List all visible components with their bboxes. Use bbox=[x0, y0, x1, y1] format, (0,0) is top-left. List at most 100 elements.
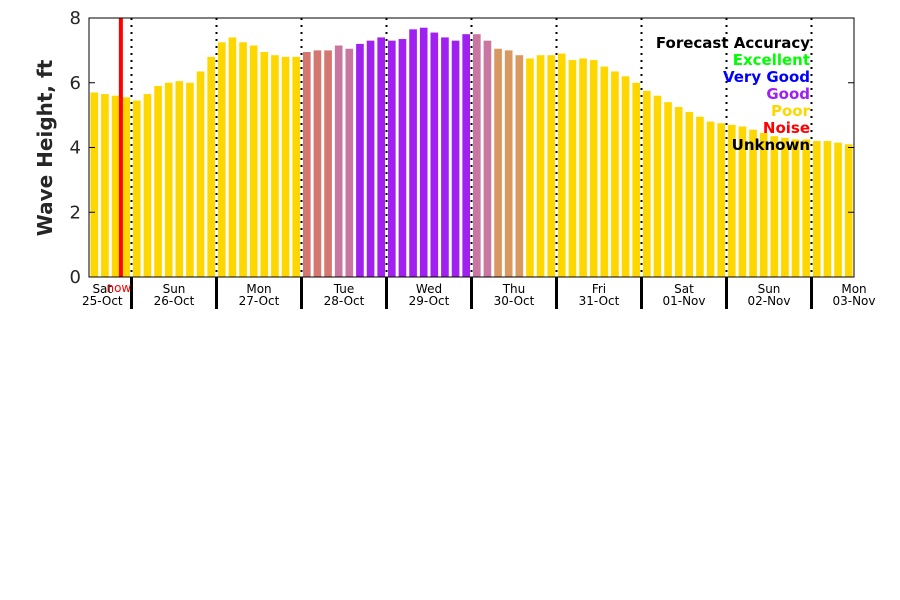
bar bbox=[260, 51, 269, 277]
bar bbox=[483, 40, 492, 277]
bar bbox=[632, 82, 641, 277]
bar bbox=[749, 129, 757, 277]
bar bbox=[302, 51, 311, 277]
day-label-date: 29-Oct bbox=[409, 294, 450, 308]
day-label-date: 26-Oct bbox=[154, 294, 195, 308]
y-tick-label: 4 bbox=[70, 138, 81, 159]
bar bbox=[186, 82, 194, 277]
bar bbox=[600, 66, 609, 277]
bar bbox=[356, 43, 364, 278]
bar bbox=[132, 100, 141, 277]
legend-entry: Very Good bbox=[723, 68, 810, 86]
bar-series bbox=[90, 27, 853, 278]
day-label-date: 30-Oct bbox=[494, 294, 535, 308]
bar bbox=[791, 139, 800, 277]
bar bbox=[515, 55, 524, 278]
bar bbox=[419, 27, 428, 278]
bar bbox=[313, 50, 322, 278]
bar bbox=[611, 71, 619, 277]
bar bbox=[462, 34, 471, 277]
bar bbox=[642, 90, 651, 277]
bar bbox=[175, 81, 184, 277]
bar bbox=[398, 39, 407, 277]
bar bbox=[207, 56, 216, 277]
day-label-dow: Mon bbox=[246, 282, 271, 296]
bar bbox=[249, 45, 258, 277]
bar bbox=[738, 126, 747, 278]
bar bbox=[717, 123, 726, 277]
day-label-date: 01-Nov bbox=[662, 294, 705, 308]
bar bbox=[706, 121, 715, 277]
day-label-date: 25-Oct bbox=[82, 294, 123, 308]
legend-entry: Noise bbox=[763, 119, 810, 137]
legend-entry: Good bbox=[766, 85, 810, 103]
bar bbox=[526, 58, 534, 277]
bar bbox=[239, 42, 247, 277]
day-label-dow: Thu bbox=[502, 282, 526, 296]
day-label-date: 28-Oct bbox=[324, 294, 365, 308]
y-tick-label: 0 bbox=[70, 267, 81, 288]
bar bbox=[770, 136, 779, 277]
bar bbox=[664, 102, 672, 277]
bar bbox=[494, 48, 502, 278]
bar bbox=[536, 55, 545, 278]
bar bbox=[579, 58, 587, 277]
day-label-dow: Sun bbox=[758, 282, 781, 296]
bar bbox=[101, 94, 109, 277]
bar bbox=[143, 94, 152, 277]
bar bbox=[674, 107, 683, 277]
bar bbox=[366, 40, 375, 277]
bar bbox=[823, 141, 832, 277]
day-label-dow: Mon bbox=[841, 282, 866, 296]
bar bbox=[217, 42, 226, 277]
bar bbox=[621, 76, 630, 277]
bar bbox=[685, 111, 694, 277]
bar bbox=[409, 29, 417, 277]
bar bbox=[345, 48, 354, 278]
bar bbox=[377, 37, 386, 277]
day-label-dow: Sat bbox=[92, 282, 112, 296]
day-separators bbox=[118, 18, 813, 277]
bar bbox=[653, 95, 662, 277]
bar bbox=[759, 132, 768, 277]
bar bbox=[834, 142, 842, 277]
day-label-date: 31-Oct bbox=[579, 294, 620, 308]
bar bbox=[802, 139, 811, 277]
bar bbox=[472, 34, 481, 277]
bar bbox=[324, 50, 332, 278]
day-label-dow: Wed bbox=[416, 282, 442, 296]
bar bbox=[589, 60, 598, 278]
bar bbox=[696, 116, 704, 278]
day-label-date: 02-Nov bbox=[747, 294, 790, 308]
bar bbox=[504, 50, 513, 278]
bar bbox=[557, 53, 566, 277]
day-label-date: 03-Nov bbox=[832, 294, 875, 308]
bar bbox=[812, 141, 821, 277]
day-label-dow: Fri bbox=[592, 282, 606, 296]
bar bbox=[122, 97, 131, 277]
bar bbox=[271, 55, 279, 278]
bar bbox=[90, 92, 99, 278]
bar bbox=[727, 124, 736, 277]
bar bbox=[451, 40, 460, 277]
bar bbox=[781, 137, 789, 277]
day-label-dow: Tue bbox=[333, 282, 355, 296]
day-label-dow: Sun bbox=[163, 282, 186, 296]
y-tick-label: 8 bbox=[70, 8, 81, 29]
bar bbox=[547, 55, 556, 278]
y-axis: 0 2 4 6 8 bbox=[70, 8, 854, 288]
y-tick-label: 2 bbox=[70, 202, 81, 223]
bar bbox=[111, 95, 120, 277]
day-label-date: 27-Oct bbox=[239, 294, 280, 308]
bar bbox=[154, 85, 162, 278]
legend-entry: Poor bbox=[771, 102, 811, 120]
now-label: now bbox=[106, 281, 131, 295]
bar bbox=[334, 45, 343, 277]
bar bbox=[430, 32, 439, 277]
bar bbox=[228, 37, 237, 277]
legend-entry: Forecast Accuracy bbox=[656, 34, 810, 52]
bar bbox=[292, 56, 301, 277]
bar bbox=[281, 56, 290, 277]
